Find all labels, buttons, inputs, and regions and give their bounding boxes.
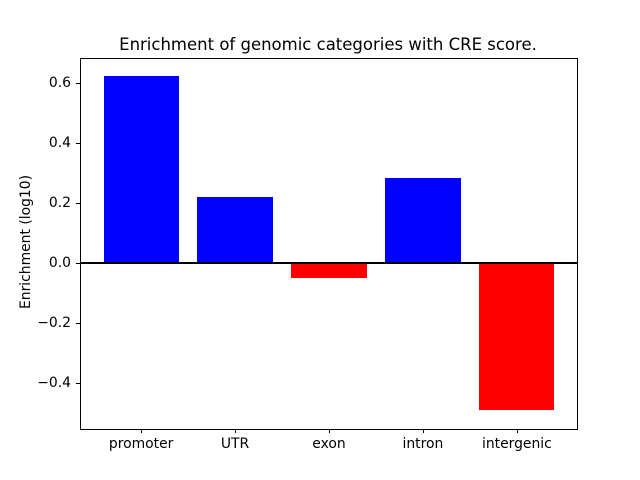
- y-tick-mark: [76, 263, 80, 265]
- y-tick-mark: [76, 323, 80, 325]
- y-tick-label: 0.4: [48, 135, 71, 152]
- x-tick-label-UTR: UTR: [220, 436, 250, 452]
- x-tick-mark: [141, 429, 143, 433]
- y-tick-label: −0.4: [37, 375, 71, 392]
- y-tick-mark: [76, 143, 80, 145]
- y-tick-label: 0.6: [48, 75, 71, 92]
- x-tick-label-promoter: promoter: [108, 436, 174, 452]
- x-tick-label-exon: exon: [312, 436, 346, 452]
- bar-UTR: [197, 197, 273, 264]
- x-tick-mark: [235, 429, 237, 433]
- y-tick-mark: [76, 383, 80, 385]
- x-tick-mark: [329, 429, 330, 433]
- x-tick-label-intron: intron: [402, 436, 444, 452]
- y-tick-label: 0.0: [48, 255, 71, 272]
- bar-intergenic: [479, 263, 555, 411]
- y-tick-mark: [76, 203, 80, 205]
- chart-title: Enrichment of genomic categories with CR…: [119, 35, 537, 54]
- plot-area: −0.4 −0.2 0.0 0.2 0.4 0.6 promoter UTR exon intr…: [37, 58, 578, 452]
- y-axis-label: Enrichment (log10): [18, 174, 34, 310]
- zero-line: [81, 262, 577, 265]
- y-tick-label: −0.2: [37, 315, 71, 332]
- bar-exon: [291, 263, 367, 279]
- y-tick-label: 0.2: [48, 195, 71, 212]
- bar-promoter: [103, 75, 179, 264]
- bar-intron: [385, 177, 461, 264]
- x-tick-mark: [516, 429, 518, 433]
- y-tick-mark: [76, 83, 80, 85]
- x-tick-mark: [422, 429, 424, 433]
- x-tick-label-intergenic: intergenic: [481, 436, 552, 452]
